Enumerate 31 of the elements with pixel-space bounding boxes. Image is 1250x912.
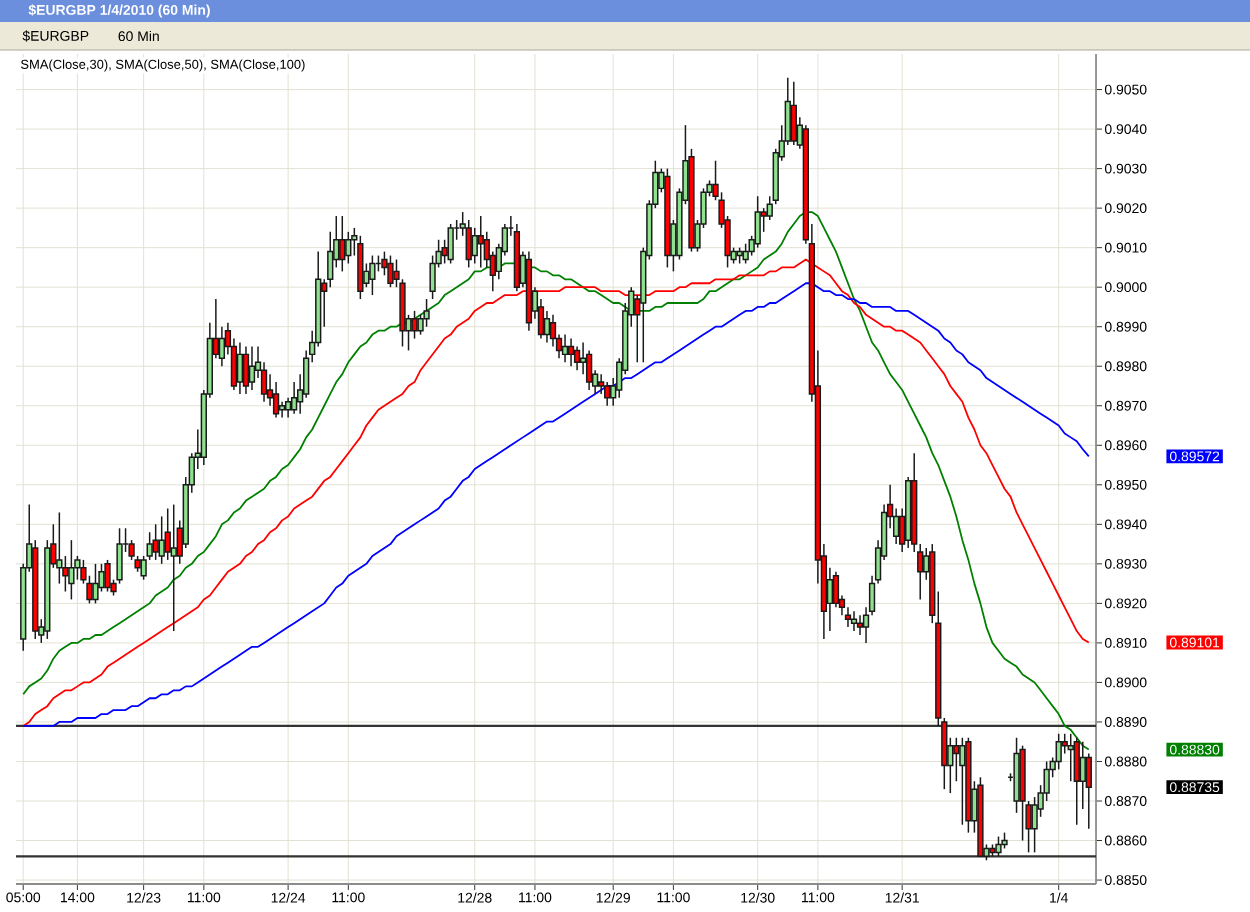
candlestick (266, 373, 274, 407)
candlestick (790, 80, 797, 146)
candlestick (543, 310, 551, 344)
candlestick (598, 373, 605, 395)
candlestick (242, 345, 250, 395)
candlestick (567, 337, 575, 367)
candlestick (248, 345, 256, 391)
candlestick (284, 397, 292, 419)
candlestick (549, 314, 557, 348)
candlestick (844, 606, 852, 628)
candlestick (561, 333, 569, 364)
candlestick (290, 381, 298, 415)
candlestick (315, 250, 322, 348)
candlestick (303, 349, 310, 399)
candlestick (892, 507, 900, 545)
candlestick (579, 341, 587, 375)
candlestick (170, 503, 177, 632)
candlestick (477, 215, 484, 269)
candlestick (230, 337, 238, 391)
candlestick (573, 345, 581, 371)
candlestick (604, 381, 611, 407)
candlestick (483, 231, 490, 269)
candlestick (272, 381, 280, 419)
candlestick (585, 349, 593, 391)
candlestick (1079, 740, 1086, 810)
candlestick (236, 341, 244, 395)
candlestick (537, 298, 545, 340)
candlestick (260, 361, 268, 403)
candlestick (832, 571, 840, 609)
candlestick (856, 614, 864, 636)
candlestick (850, 610, 858, 632)
